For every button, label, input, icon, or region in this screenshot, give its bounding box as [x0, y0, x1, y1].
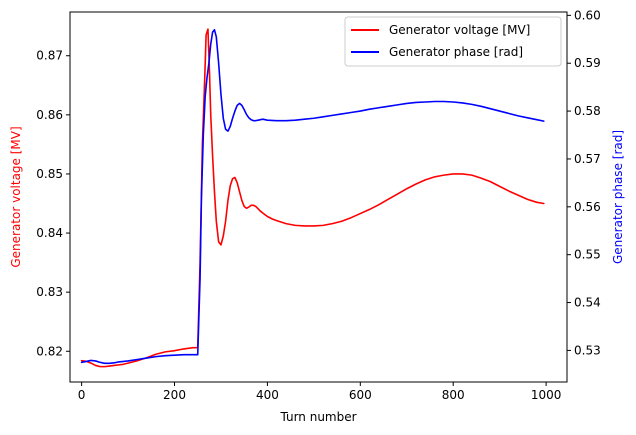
y-right-tick-label: 0.59	[574, 56, 601, 70]
series-layer	[80, 28, 545, 368]
x-tick-label: 200	[163, 388, 186, 402]
y-right-tick-label: 0.60	[574, 8, 601, 22]
plot-frame	[69, 11, 568, 383]
x-axis-title: Turn number	[279, 410, 356, 424]
y-right-tick-label: 0.58	[574, 104, 601, 118]
x-tick-label: 1000	[531, 388, 562, 402]
legend-box	[344, 16, 562, 67]
x-tick-label: 600	[349, 388, 372, 402]
y-left-tick-label: 0.86	[36, 108, 63, 122]
x-tick-label: 800	[442, 388, 465, 402]
x-axis: 0 200 400 600 800 1000	[78, 382, 562, 402]
y-right-tick-label: 0.53	[574, 343, 601, 357]
x-tick-label: 0	[78, 388, 86, 402]
y-right-tick-label: 0.57	[574, 152, 601, 166]
y-axis-left-title: Generator voltage [MV]	[9, 126, 23, 267]
y-left-tick-label: 0.87	[36, 49, 63, 63]
y-left-tick-label: 0.82	[36, 344, 63, 358]
series-line-generator-phase	[80, 28, 545, 365]
y-axis-right-title: Generator phase [rad]	[611, 130, 625, 264]
y-axis-right: 0.53 0.54 0.55 0.56 0.57 0.58 0.59 0.60	[567, 8, 601, 357]
legend: Generator voltage [MV] Generator phase […	[344, 16, 562, 67]
y-left-tick-label: 0.84	[36, 226, 63, 240]
x-tick-label: 400	[256, 388, 279, 402]
y-right-tick-label: 0.56	[574, 200, 601, 214]
series-line-generator-voltage	[80, 28, 545, 368]
y-left-tick-label: 0.85	[36, 167, 63, 181]
y-axis-left: 0.82 0.83 0.84 0.85 0.86 0.87	[36, 49, 70, 358]
y-right-tick-label: 0.55	[574, 248, 601, 262]
legend-label-generator-voltage: Generator voltage [MV]	[389, 23, 530, 37]
legend-label-generator-phase: Generator phase [rad]	[389, 45, 523, 59]
y-left-tick-label: 0.83	[36, 285, 63, 299]
y-right-tick-label: 0.54	[574, 296, 601, 310]
